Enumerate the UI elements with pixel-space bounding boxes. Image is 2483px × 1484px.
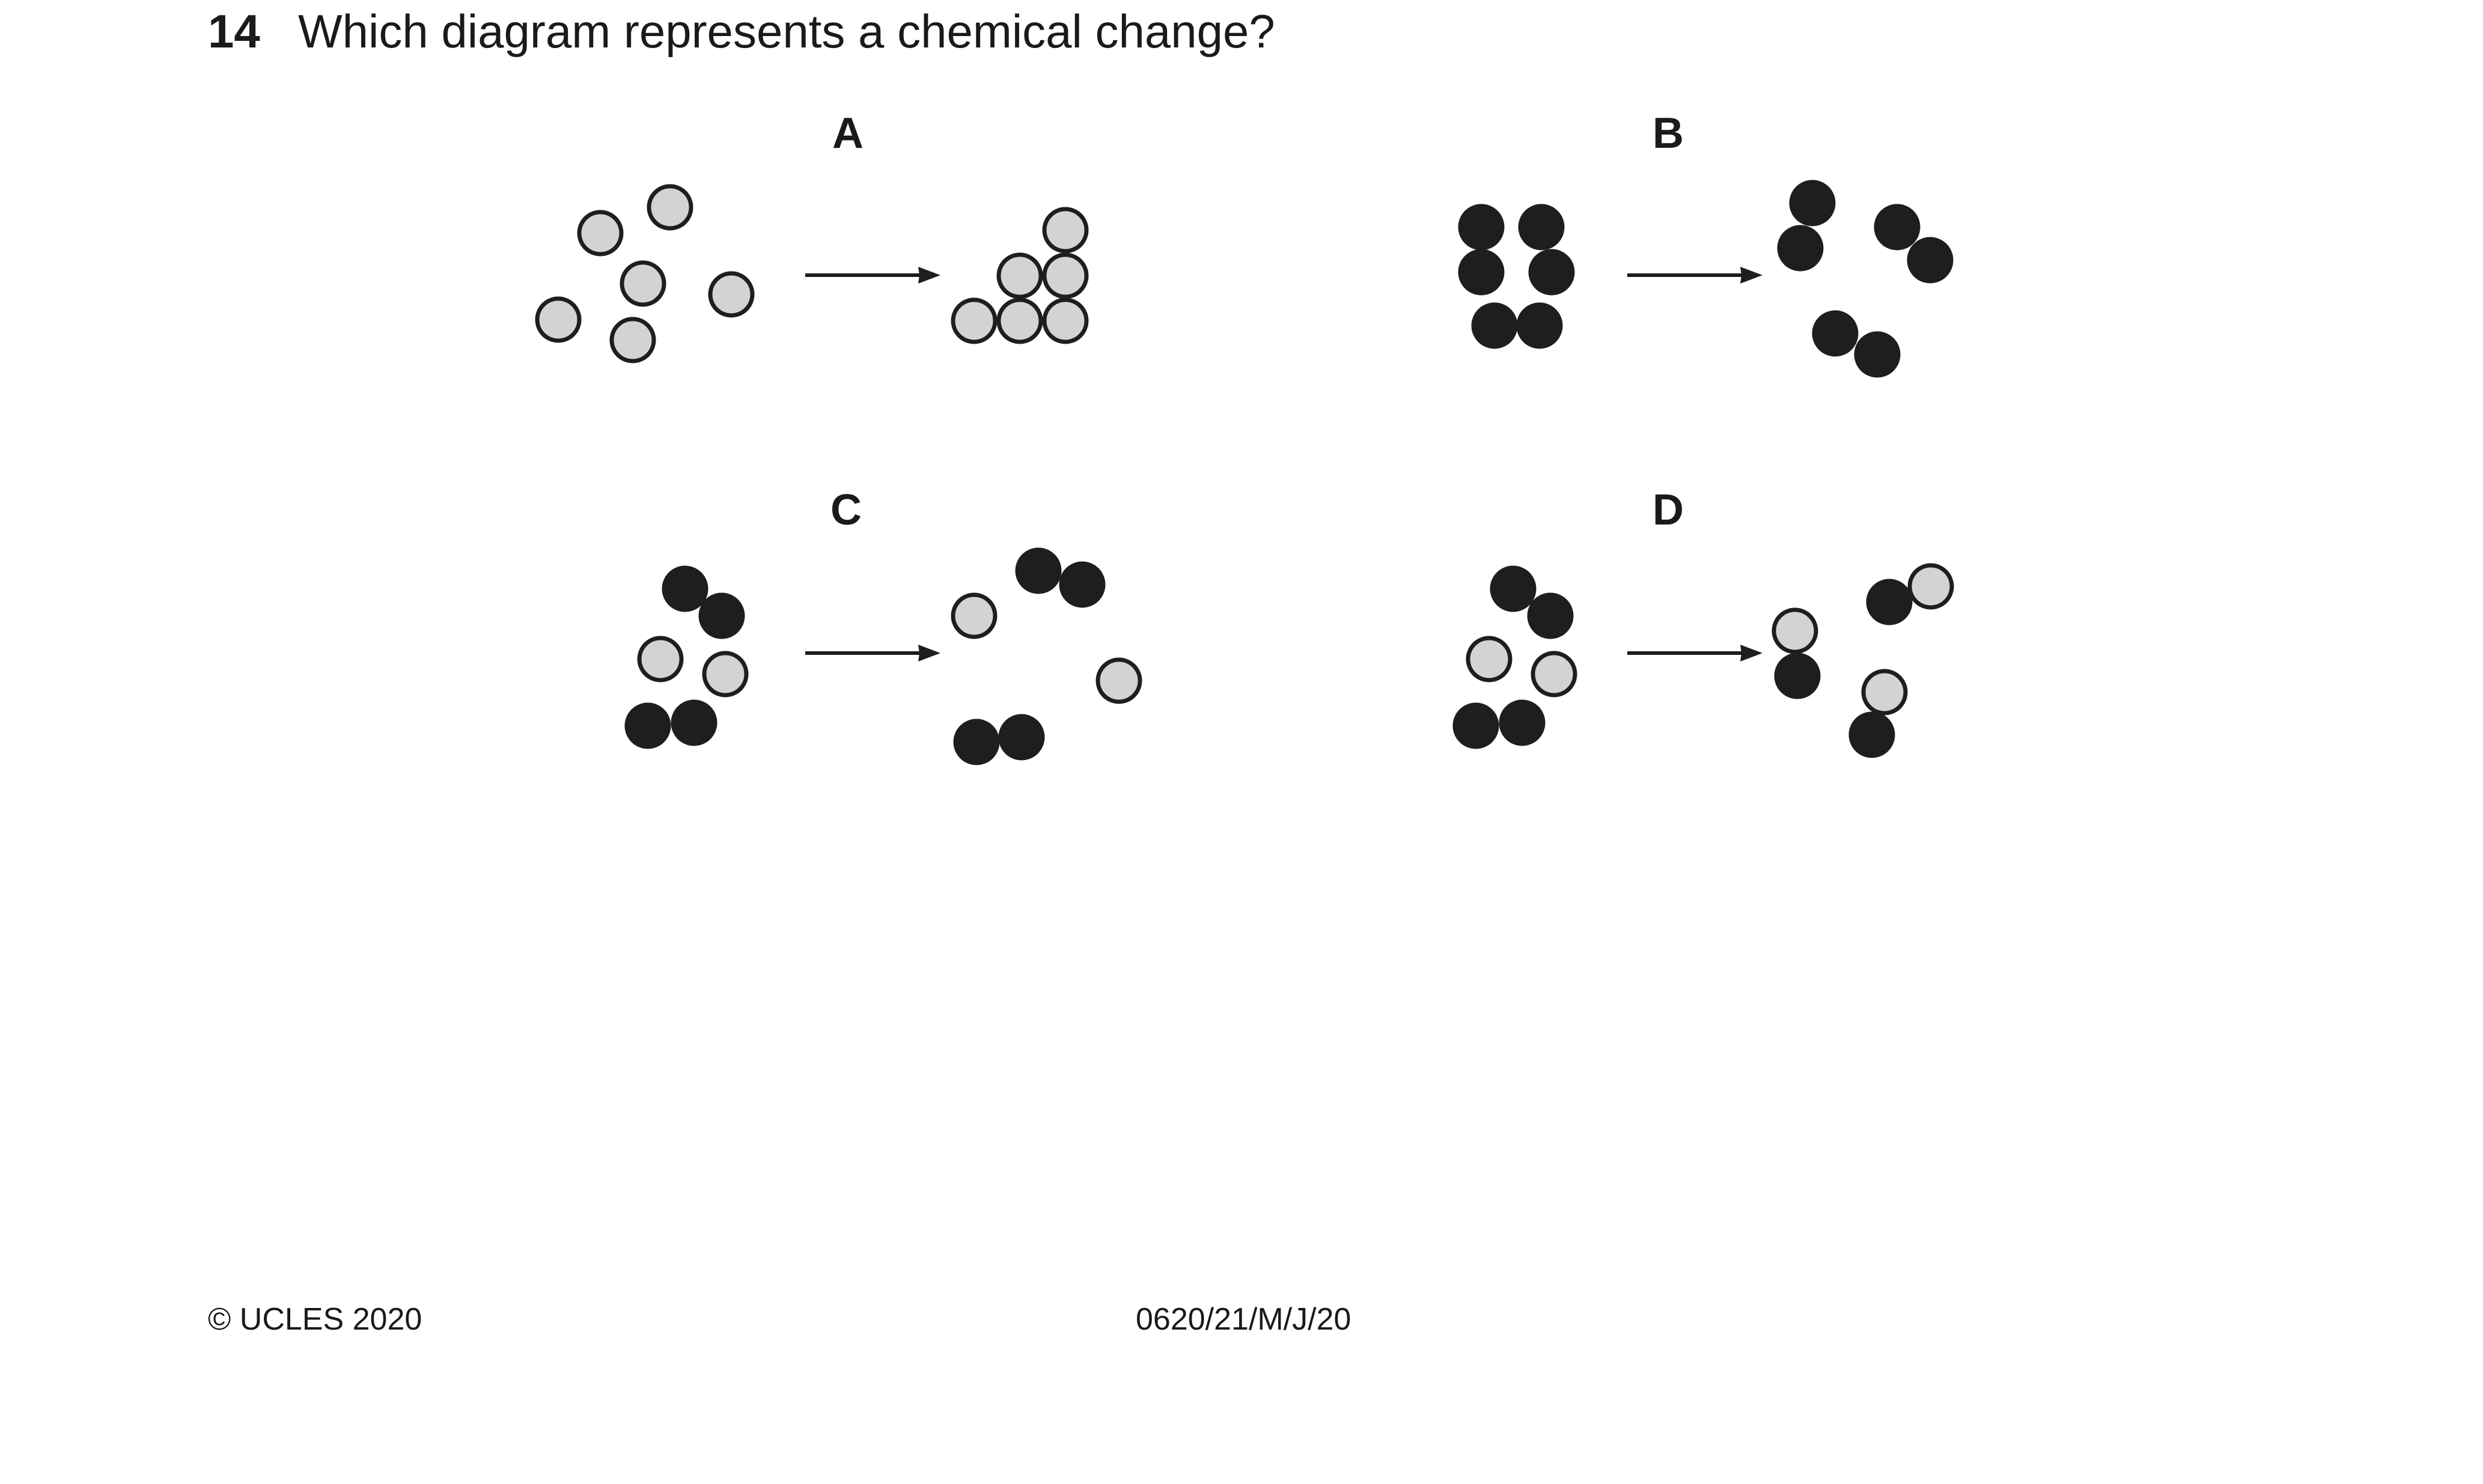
- arrowhead-icon: [1740, 267, 1762, 284]
- option-d-after: [1772, 563, 1954, 758]
- light-particle: [620, 260, 666, 307]
- dark-particle: [1458, 204, 1505, 251]
- option-b-after: [1777, 180, 1954, 378]
- dark-particle: [671, 699, 717, 746]
- arrowhead-icon: [918, 645, 940, 661]
- light-particle: [1042, 207, 1089, 254]
- dark-particle: [1516, 302, 1563, 349]
- option-a-before: [535, 184, 755, 363]
- dark-particle: [1059, 561, 1106, 608]
- option-b-before: [1458, 204, 1575, 349]
- dark-particle: [1015, 547, 1062, 594]
- dark-particle: [1527, 592, 1574, 639]
- light-particle: [996, 297, 1043, 344]
- light-particle: [996, 252, 1043, 299]
- option-d-label: D: [1653, 486, 1684, 534]
- dark-particle: [1812, 310, 1859, 357]
- dark-particle: [1471, 302, 1518, 349]
- dark-particle: [1458, 249, 1505, 296]
- light-particle: [951, 592, 998, 639]
- option-c-before: [624, 565, 749, 749]
- dark-particle: [698, 592, 745, 639]
- paper-code: 0620/21/M/J/20: [1136, 1302, 1351, 1337]
- option-c[interactable]: C: [624, 486, 1142, 765]
- dark-particle: [1848, 711, 1895, 758]
- dark-particle: [624, 702, 671, 749]
- light-particle: [1531, 651, 1577, 698]
- option-a-after: [951, 207, 1089, 344]
- dark-particle: [1528, 249, 1575, 296]
- option-b[interactable]: B: [1458, 109, 1954, 378]
- option-b-label: B: [1653, 109, 1684, 157]
- arrowhead-icon: [1740, 645, 1762, 661]
- option-a[interactable]: A: [535, 109, 1089, 363]
- question-number: 14: [208, 5, 260, 58]
- dark-particle: [1874, 204, 1921, 251]
- light-particle: [647, 184, 693, 231]
- light-particle: [577, 210, 624, 257]
- light-particle: [1042, 297, 1089, 344]
- light-particle: [535, 296, 582, 343]
- option-c-after: [951, 547, 1142, 765]
- dark-particle: [998, 714, 1045, 761]
- dark-particle: [1518, 204, 1565, 251]
- light-particle: [637, 636, 684, 683]
- option-a-label: A: [832, 109, 864, 157]
- option-d-before: [1452, 565, 1577, 749]
- light-particle: [1907, 563, 1954, 610]
- light-particle: [702, 651, 749, 698]
- dark-particle: [1774, 652, 1821, 699]
- dark-particle: [1777, 225, 1824, 272]
- light-particle: [1772, 607, 1818, 654]
- light-particle: [609, 317, 656, 363]
- copyright-text: © UCLES 2020: [208, 1302, 422, 1337]
- dark-particle: [662, 565, 708, 612]
- dark-particle: [1907, 237, 1954, 284]
- light-particle: [1861, 669, 1908, 716]
- question-text: Which diagram represents a chemical chan…: [298, 5, 1275, 58]
- dark-particle: [953, 719, 1000, 765]
- option-d[interactable]: D: [1452, 486, 1954, 758]
- dark-particle: [1499, 699, 1546, 746]
- dark-particle: [1452, 702, 1499, 749]
- light-particle: [708, 271, 755, 318]
- light-particle: [1466, 636, 1513, 683]
- light-particle: [1042, 252, 1089, 299]
- dark-particle: [1866, 579, 1913, 625]
- light-particle: [951, 297, 998, 344]
- arrowhead-icon: [918, 267, 940, 284]
- question-line: 14 Which diagram represents a chemical c…: [208, 1, 1275, 61]
- dark-particle: [1789, 180, 1836, 227]
- dark-particle: [1854, 331, 1901, 378]
- option-c-label: C: [830, 486, 862, 534]
- dark-particle: [1490, 565, 1537, 612]
- light-particle: [1095, 657, 1142, 704]
